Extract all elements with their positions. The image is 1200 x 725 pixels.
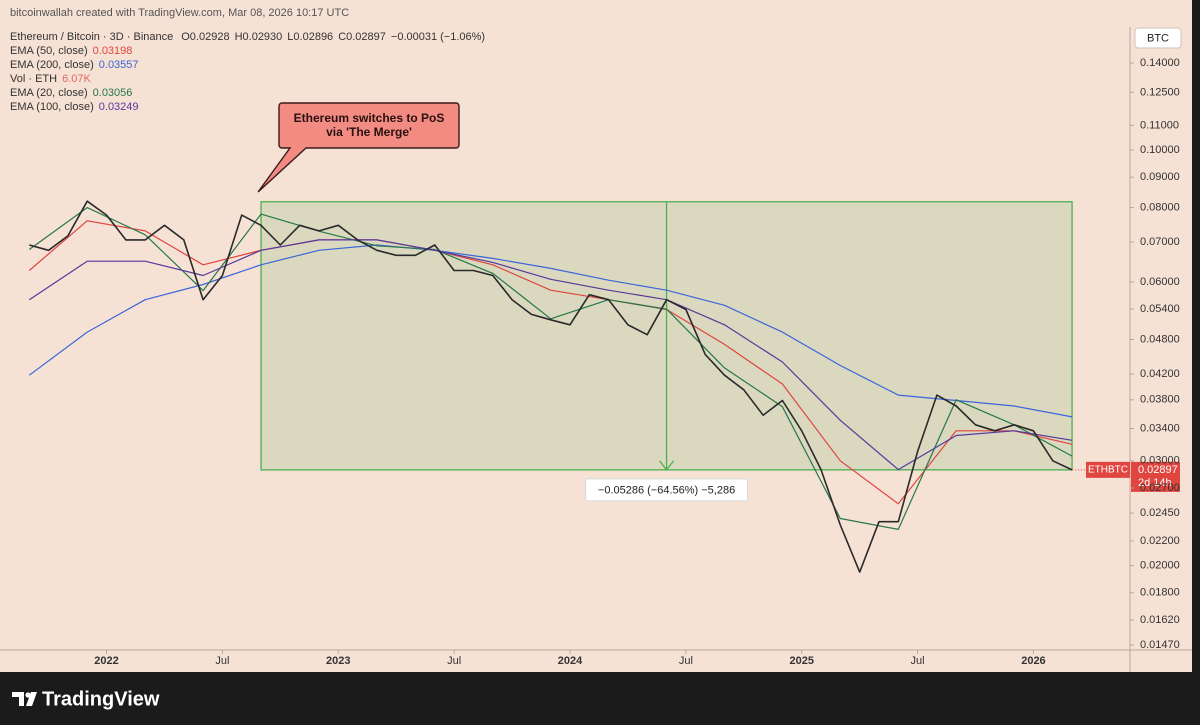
x-tick-label: 2026 <box>1021 655 1045 667</box>
y-tick-label: 0.14000 <box>1140 57 1180 69</box>
price-tag-box <box>1131 461 1180 492</box>
legend-name: EMA (100, close) <box>10 101 94 113</box>
legend-value: 0.03198 <box>93 45 133 57</box>
x-tick-label: Jul <box>679 655 693 667</box>
price-tag: 0.02897 <box>1138 464 1178 476</box>
y-tick-label: 0.03400 <box>1140 422 1180 434</box>
callout-box <box>257 102 460 193</box>
logo <box>12 692 37 706</box>
y-tick-label: 0.08000 <box>1140 201 1180 213</box>
y-tick-label: 0.02700 <box>1140 482 1180 494</box>
currency-box <box>1134 27 1182 49</box>
footer-bar <box>0 675 1200 725</box>
legend-value: 6.07K <box>62 73 91 85</box>
legend-ohlc: O0.02928 <box>181 31 229 43</box>
x-tick-label: Jul <box>215 655 229 667</box>
x-tick-label: 2025 <box>789 655 813 667</box>
y-tick-label: 0.01620 <box>1140 614 1180 626</box>
legend-name: EMA (20, close) <box>10 87 88 99</box>
callout-text: Ethereum switches to PoS <box>294 111 445 125</box>
currency: BTC <box>1147 32 1169 44</box>
y-tick-label: 0.01470 <box>1140 639 1180 651</box>
countdown: 2d 14h <box>1138 477 1172 489</box>
y-tick-label: 0.02000 <box>1140 559 1180 571</box>
y-tick-label: 0.04800 <box>1140 333 1180 345</box>
price-line <box>29 200 1073 573</box>
legend-ohlc: −0.00031 (−1.06%) <box>391 31 485 43</box>
y-tick-label: 0.02450 <box>1140 507 1180 519</box>
symbol-tag-box <box>1086 461 1130 478</box>
y-tick-label: 0.04200 <box>1140 368 1180 380</box>
legend-value: 0.03249 <box>99 101 139 113</box>
plot-area <box>28 200 1073 573</box>
symbol-tag: ETHBTC <box>1088 465 1128 476</box>
legend-value: 0.03557 <box>99 59 139 71</box>
ema-line <box>28 244 1073 418</box>
y-tick-label: 0.12500 <box>1140 86 1180 98</box>
y-tick-label: 0.02200 <box>1140 535 1180 547</box>
y-tick-label: 0.11000 <box>1140 119 1179 131</box>
legend-ohlc: L0.02896 <box>287 31 333 43</box>
legend-value: 0.03056 <box>93 87 133 99</box>
footer-brand: TradingView <box>42 688 160 710</box>
y-tick-label: 0.06000 <box>1140 276 1180 288</box>
measure-label: −0.05286 (−64.56%) −5,286 <box>598 484 735 496</box>
background <box>0 0 1192 672</box>
legend-symbol: Ethereum / Bitcoin · 3D · Binance <box>10 31 173 43</box>
ema-line <box>28 220 1073 505</box>
y-tick-label: 0.07000 <box>1140 236 1180 248</box>
y-tick-label: 0.10000 <box>1140 144 1180 156</box>
y-tick-label: 0.03000 <box>1140 455 1180 467</box>
logo-dot <box>25 692 31 698</box>
x-tick-label: Jul <box>447 655 461 667</box>
x-tick-label: 2024 <box>558 655 583 667</box>
callout-text: via 'The Merge' <box>326 125 412 139</box>
legend-name: Vol · ETH <box>10 73 57 85</box>
y-tick-label: 0.01800 <box>1140 587 1180 599</box>
legend-name: EMA (50, close) <box>10 45 88 57</box>
legend-ohlc: H0.02930 <box>235 31 283 43</box>
y-tick-label: 0.05400 <box>1140 303 1180 315</box>
measure-label-box <box>585 478 749 502</box>
ema-line <box>28 239 1073 471</box>
ema-line <box>28 207 1073 530</box>
y-tick-label: 0.09000 <box>1140 171 1180 183</box>
legend-name: EMA (200, close) <box>10 59 94 71</box>
x-tick-label: Jul <box>911 655 925 667</box>
header: bitcoinwallah created with TradingView.c… <box>10 7 349 19</box>
measure-arrowhead <box>659 460 675 471</box>
y-tick-label: 0.03800 <box>1140 394 1180 406</box>
x-tick-label: 2022 <box>94 655 118 667</box>
legend-ohlc: C0.02897 <box>338 31 386 43</box>
x-tick-label: 2023 <box>326 655 350 667</box>
